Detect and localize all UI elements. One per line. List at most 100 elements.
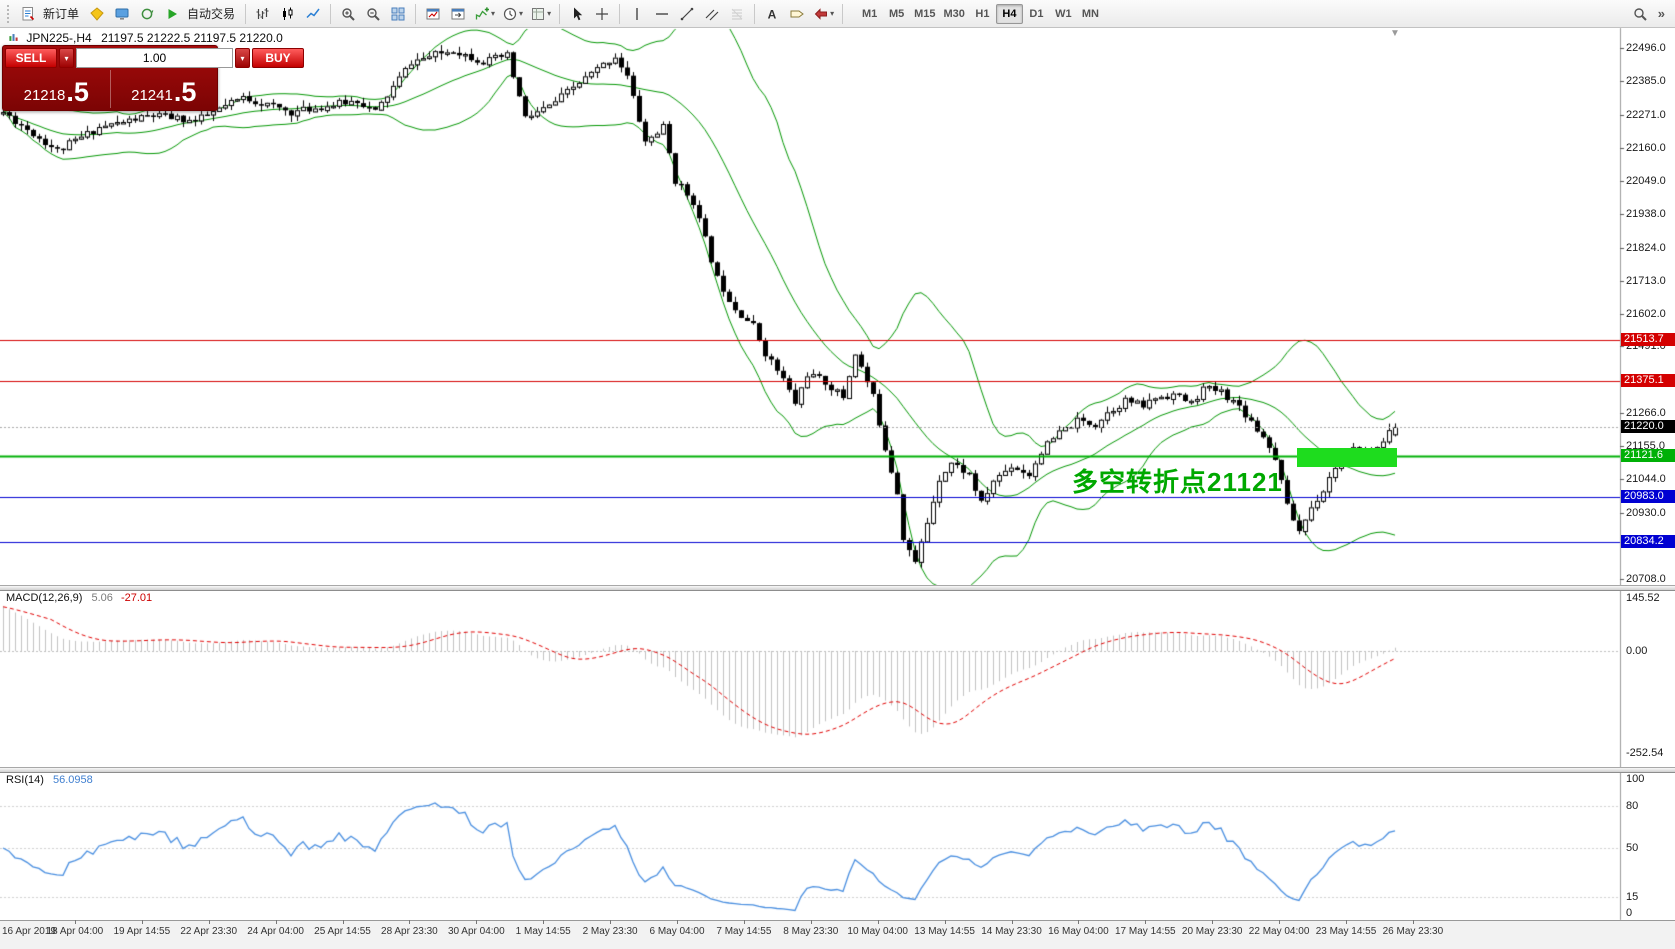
zoom-in-button[interactable] xyxy=(336,3,360,25)
text-label-button[interactable] xyxy=(785,3,809,25)
chevron-down-icon: ▾ xyxy=(240,53,245,63)
chart-shift-marker-icon: ▼ xyxy=(1390,28,1400,39)
search-icon xyxy=(1634,7,1647,21)
timeframe-button-w1[interactable]: W1 xyxy=(1050,4,1077,24)
symbol-header: JPN225-,H4 21197.5 21222.5 21197.5 21220… xyxy=(8,31,283,45)
one-click-trading-panel: SELL ▾ ▾ BUY 21218 .5 21241 .5 xyxy=(2,45,304,111)
toolbar-right-group: » xyxy=(1628,3,1671,25)
svg-text:A: A xyxy=(768,7,777,21)
toolbar-overflow-icon[interactable]: » xyxy=(1657,6,1665,21)
buy-options-dropdown[interactable]: ▾ xyxy=(235,48,250,68)
autotrading-button[interactable] xyxy=(160,3,184,25)
chart-shift-button[interactable] xyxy=(446,3,470,25)
trendline-button[interactable] xyxy=(675,3,699,25)
text-label-icon xyxy=(790,10,804,17)
rsi-name: RSI(14) xyxy=(6,774,44,786)
one-click-prices-row: 21218 .5 21241 .5 xyxy=(3,70,217,108)
chart-shift-icon xyxy=(451,8,465,19)
indicators-icon xyxy=(475,6,490,19)
sell-button[interactable]: SELL xyxy=(5,48,57,68)
auto-scroll-icon xyxy=(426,8,440,19)
sell-price[interactable]: 21218 .5 xyxy=(3,70,111,108)
templates-button[interactable]: ▾ xyxy=(527,3,554,25)
timeframe-button-d1[interactable]: D1 xyxy=(1023,4,1050,24)
macd-pane[interactable] xyxy=(0,585,1620,767)
new-order-label[interactable]: 新订单 xyxy=(43,7,80,21)
chevron-down-icon: ▾ xyxy=(519,8,524,18)
horizontal-line-button[interactable] xyxy=(650,3,674,25)
toolbar-grip[interactable] xyxy=(7,4,12,23)
candlestick-chart-button[interactable] xyxy=(276,3,300,25)
chart-annotation[interactable]: 多空转折点21121 xyxy=(1072,467,1283,497)
vertical-line-icon xyxy=(636,7,638,20)
rsi-pane-separator[interactable] xyxy=(0,767,1675,773)
new-order-button[interactable] xyxy=(16,3,40,25)
timeframe-button-m1[interactable]: M1 xyxy=(856,4,883,24)
cursor-icon xyxy=(574,7,583,20)
indicators-button[interactable]: ▾ xyxy=(471,3,498,25)
sell-price-main: 21218 xyxy=(23,86,66,104)
toolbar-separator xyxy=(619,3,621,24)
periods-button[interactable]: ▾ xyxy=(499,3,526,25)
market-watch-button[interactable] xyxy=(110,3,134,25)
buy-price[interactable]: 21241 .5 xyxy=(111,70,218,108)
cursor-button[interactable] xyxy=(565,3,589,25)
arrow-tools-button[interactable]: ▾ xyxy=(810,3,837,25)
price-axis[interactable] xyxy=(1620,28,1675,920)
one-click-controls-row: SELL ▾ ▾ BUY xyxy=(3,46,304,70)
timeframe-button-h4[interactable]: H4 xyxy=(995,3,1023,24)
line-chart-button[interactable] xyxy=(301,3,325,25)
timeframe-button-m15[interactable]: M15 xyxy=(910,4,939,24)
periods-clock-icon xyxy=(503,7,517,20)
channel-icon xyxy=(705,9,719,20)
macd-pane-separator[interactable] xyxy=(0,585,1675,591)
toolbar-separator xyxy=(754,3,756,24)
channel-button[interactable] xyxy=(700,3,724,25)
highlight-box[interactable] xyxy=(1297,448,1397,467)
sell-options-dropdown[interactable]: ▾ xyxy=(59,48,74,68)
chevron-down-icon: ▾ xyxy=(491,8,496,18)
chevron-down-icon: ▾ xyxy=(547,8,552,18)
fibonacci-button[interactable] xyxy=(725,3,749,25)
horizontal-line-icon xyxy=(656,12,669,15)
fibonacci-icon xyxy=(731,8,743,19)
vertical-line-button[interactable] xyxy=(625,3,649,25)
tile-windows-icon xyxy=(391,7,405,20)
rsi-pane[interactable] xyxy=(0,767,1620,920)
macd-signal-value: -27.01 xyxy=(120,592,153,604)
main-chart-pane[interactable] xyxy=(0,28,1620,585)
time-axis[interactable] xyxy=(0,920,1675,949)
autotrading-label[interactable]: 自动交易 xyxy=(187,7,236,21)
candlestick-chart-icon xyxy=(283,7,293,20)
toolbar-separator xyxy=(842,3,844,24)
auto-scroll-button[interactable] xyxy=(421,3,445,25)
autotrading-play-icon xyxy=(168,8,178,19)
bar-chart-icon xyxy=(256,7,269,19)
timeframe-button-m5[interactable]: M5 xyxy=(883,4,910,24)
macd-main-value: 5.06 xyxy=(91,592,113,604)
chart-symbol-icon xyxy=(9,34,18,41)
search-button[interactable] xyxy=(1628,3,1652,25)
bar-chart-button[interactable] xyxy=(251,3,275,25)
buy-button[interactable]: BUY xyxy=(252,48,304,68)
tile-windows-button[interactable] xyxy=(386,3,410,25)
timeframe-button-m30[interactable]: M30 xyxy=(940,4,969,24)
crosshair-button[interactable] xyxy=(590,3,614,25)
market-watch-icon xyxy=(115,8,129,20)
timeframe-button-h1[interactable]: H1 xyxy=(969,4,996,24)
text-button[interactable]: A xyxy=(760,3,784,25)
chevron-down-icon: ▾ xyxy=(830,8,835,18)
symbol-ohlc: 21197.5 21222.5 21197.5 21220.0 xyxy=(101,31,283,45)
zoom-out-icon xyxy=(367,7,380,21)
rsi-value: 56.0958 xyxy=(52,774,93,786)
toolbar-separator xyxy=(245,3,247,24)
timeframe-button-mn[interactable]: MN xyxy=(1077,4,1104,24)
templates-icon xyxy=(532,7,545,20)
lot-size-input[interactable] xyxy=(76,48,233,68)
zoom-out-button[interactable] xyxy=(361,3,385,25)
macd-name: MACD(12,26,9) xyxy=(6,592,83,604)
refresh-button[interactable] xyxy=(135,3,159,25)
chevron-down-icon: ▾ xyxy=(64,53,69,63)
metaeditor-button[interactable] xyxy=(85,3,109,25)
